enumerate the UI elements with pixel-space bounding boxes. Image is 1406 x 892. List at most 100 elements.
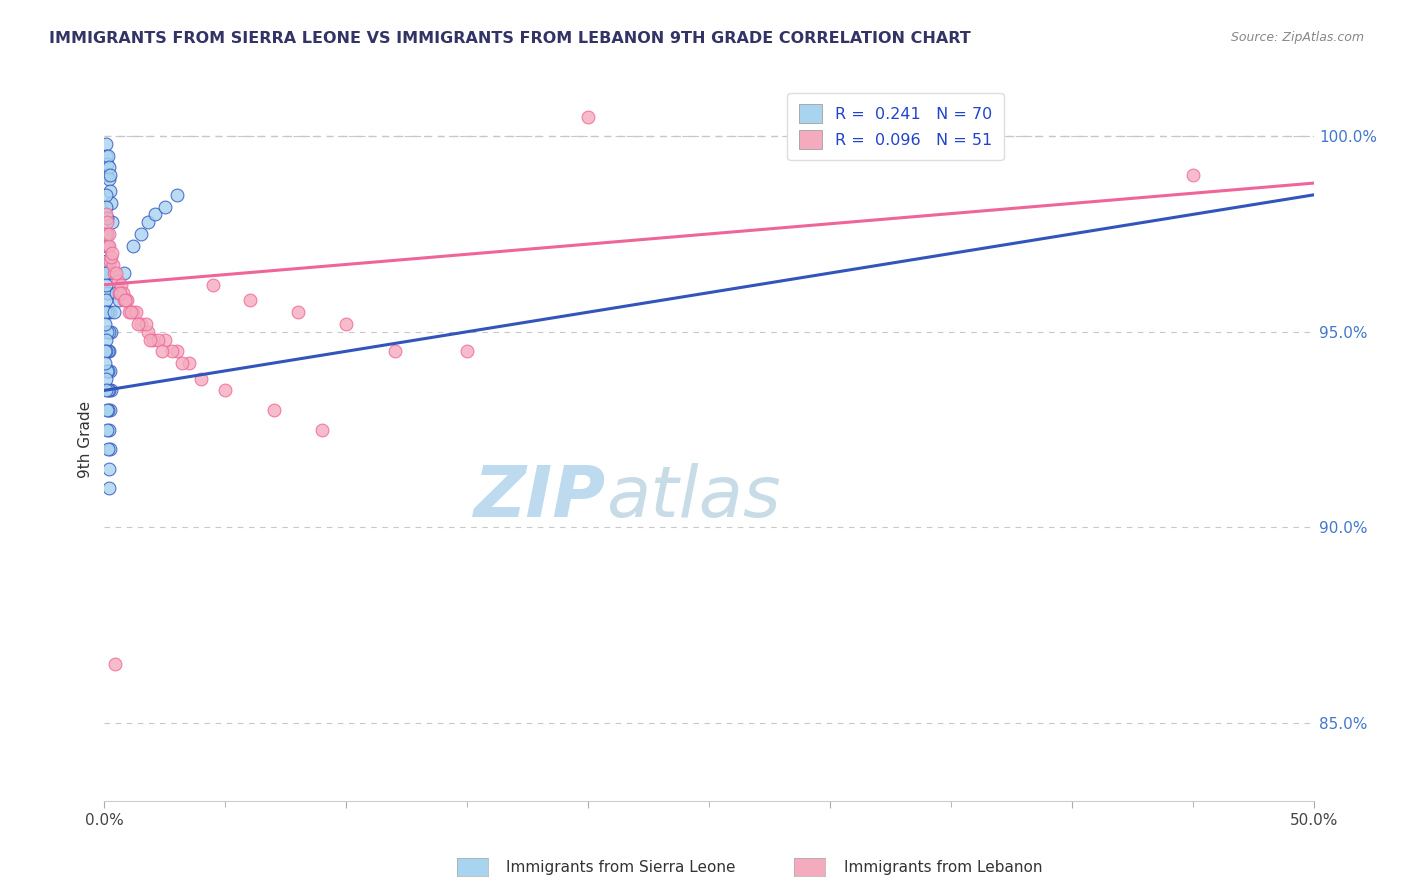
Point: [263, 403, 285, 417]
Point: [100, 251, 122, 265]
Point: [97, 238, 120, 252]
Point: [98, 423, 121, 437]
Text: Immigrants from Lebanon: Immigrants from Lebanon: [844, 860, 1042, 874]
Point: [96, 238, 118, 252]
Point: [97, 305, 120, 319]
Point: [98, 227, 121, 241]
Point: [110, 277, 132, 292]
Text: Source: ZipAtlas.com: Source: ZipAtlas.com: [1230, 31, 1364, 45]
Point: [136, 325, 159, 339]
Point: [94, 266, 117, 280]
Point: [1182, 168, 1205, 182]
Point: [108, 285, 131, 300]
Point: [104, 657, 127, 672]
Point: [98, 285, 121, 300]
Point: [129, 227, 152, 241]
Point: [96, 168, 118, 182]
Point: [107, 274, 129, 288]
Legend: R =  0.241   N = 70, R =  0.096   N = 51: R = 0.241 N = 70, R = 0.096 N = 51: [787, 93, 1004, 161]
Point: [129, 317, 152, 331]
Point: [146, 333, 169, 347]
Point: [122, 238, 145, 252]
Point: [96, 285, 118, 300]
Text: Immigrants from Sierra Leone: Immigrants from Sierra Leone: [506, 860, 735, 874]
Point: [456, 344, 478, 359]
Point: [98, 172, 121, 186]
Text: atlas: atlas: [606, 463, 780, 532]
Point: [202, 277, 225, 292]
Point: [100, 254, 122, 268]
Point: [238, 293, 260, 308]
Point: [96, 423, 118, 437]
Point: [117, 293, 139, 308]
Point: [100, 168, 122, 182]
Point: [103, 305, 125, 319]
Point: [98, 344, 121, 359]
Point: [384, 344, 406, 359]
Point: [96, 227, 118, 241]
Point: [120, 305, 142, 319]
Point: [93, 344, 115, 359]
Point: [96, 305, 118, 319]
Point: [152, 344, 174, 359]
Point: [94, 293, 117, 308]
Point: [98, 403, 121, 417]
Point: [97, 149, 120, 163]
Point: [97, 161, 120, 175]
Point: [127, 317, 149, 331]
Point: [177, 356, 200, 370]
Point: [111, 285, 134, 300]
Text: ZIP: ZIP: [474, 463, 606, 532]
Point: [96, 156, 118, 170]
Point: [170, 356, 193, 370]
Point: [96, 149, 118, 163]
Point: [97, 364, 120, 378]
Point: [103, 266, 125, 280]
Point: [105, 285, 128, 300]
Point: [96, 344, 118, 359]
Point: [112, 293, 135, 308]
Point: [214, 384, 236, 398]
Point: [166, 187, 188, 202]
Point: [153, 200, 176, 214]
Point: [287, 305, 309, 319]
Point: [97, 461, 120, 475]
Point: [94, 384, 117, 398]
Point: [117, 305, 139, 319]
Point: [125, 305, 148, 319]
Point: [100, 215, 122, 229]
Point: [97, 325, 120, 339]
Point: [100, 246, 122, 260]
Point: [94, 136, 117, 151]
Point: [96, 211, 118, 226]
Point: [136, 215, 159, 229]
Point: [98, 384, 121, 398]
Point: [94, 371, 117, 385]
Point: [142, 333, 165, 347]
Point: [100, 325, 122, 339]
Point: [576, 110, 599, 124]
Point: [94, 238, 117, 252]
Point: [94, 207, 117, 221]
Point: [97, 403, 120, 417]
Point: [122, 305, 145, 319]
Point: [98, 442, 121, 456]
Point: [98, 305, 121, 319]
Point: [98, 184, 121, 198]
Point: [97, 442, 120, 456]
Point: [139, 333, 162, 347]
Point: [112, 266, 135, 280]
Point: [96, 266, 118, 280]
Point: [105, 266, 128, 280]
Point: [98, 266, 121, 280]
Point: [335, 317, 357, 331]
Point: [94, 227, 117, 241]
Point: [96, 364, 118, 378]
Point: [94, 305, 117, 319]
Point: [96, 384, 118, 398]
Point: [190, 371, 212, 385]
Point: [98, 481, 121, 495]
Point: [115, 293, 138, 308]
Point: [100, 195, 122, 210]
Point: [134, 317, 156, 331]
